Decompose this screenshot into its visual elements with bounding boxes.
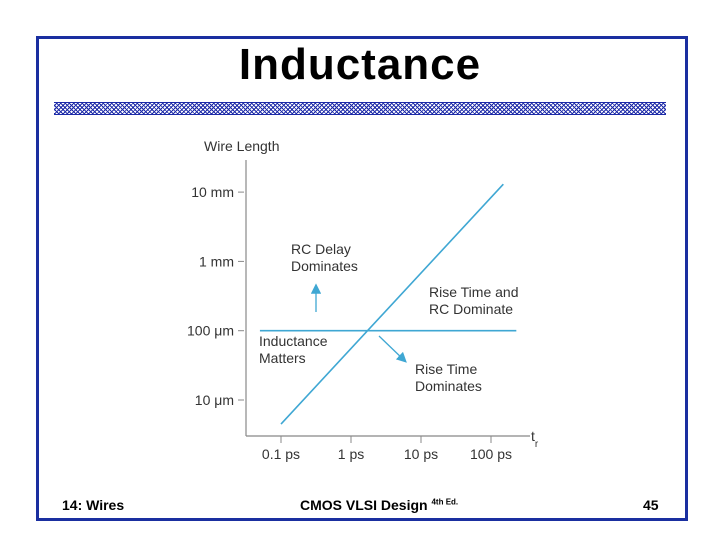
y-tick-label: 100 μm [187, 323, 234, 339]
slide-frame [36, 36, 688, 521]
y-tick-label: 10 μm [195, 392, 234, 408]
y-tick-label: 10 mm [191, 184, 234, 200]
footer-page-number: 45 [643, 497, 659, 513]
x-tick-label: 10 ps [404, 446, 438, 462]
x-tick-label: 0.1 ps [262, 446, 300, 462]
annotation-rise-rc-line: RC Dominate [429, 301, 513, 317]
arrow-down-right [378, 335, 407, 363]
y-tick-label: 1 mm [199, 253, 234, 269]
diagonal-line [280, 183, 504, 425]
annotation-rc-delay-line: Dominates [291, 258, 358, 274]
annotation-inductance-line: Matters [259, 350, 306, 366]
footer-left: 14: Wires [62, 497, 125, 513]
annotation-rise-time-line: Dominates [415, 378, 482, 394]
x-tick-label: 1 ps [338, 446, 364, 462]
annotation-rise-time-line: Rise Time [415, 361, 477, 377]
x-axis-label: tr [531, 428, 539, 450]
annotation-inductance-line: Inductance [259, 333, 328, 349]
slide-title: Inductance [238, 40, 482, 89]
annotation-rc-delay-line: RC Delay [291, 241, 351, 257]
annotation-rise-rc-line: Rise Time and [429, 284, 518, 300]
footer-center: CMOS VLSI Design 4th Ed. [300, 497, 458, 513]
title-divider [54, 102, 666, 115]
footer-center-text: CMOS VLSI Design [300, 497, 428, 513]
footer-center-sup: 4th Ed. [431, 497, 459, 507]
y-axis-label: Wire Length [204, 138, 279, 154]
x-tick-label: 100 ps [470, 446, 512, 462]
